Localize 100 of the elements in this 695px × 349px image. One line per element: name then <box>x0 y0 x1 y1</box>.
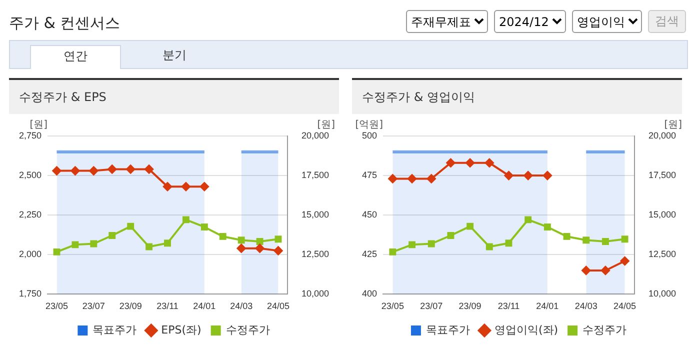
point <box>144 164 154 174</box>
x-tick-label: 23/05 <box>381 301 404 312</box>
y2-tick-label: 15,000 <box>648 210 676 220</box>
legend-label: 수정주가 <box>226 323 270 336</box>
y-tick-label: 400 <box>362 288 378 299</box>
point <box>524 171 533 180</box>
point <box>388 174 398 184</box>
y2-axis-title: [원] <box>317 120 336 131</box>
legend-label: 수정주가 <box>582 323 627 336</box>
point <box>89 166 98 176</box>
text: 연간 <box>30 45 121 69</box>
point <box>408 241 416 248</box>
x-tick-label: 23/11 <box>156 301 178 312</box>
point <box>181 182 190 192</box>
x-tick-label: 24/01 <box>193 301 216 312</box>
point <box>426 174 436 184</box>
point <box>126 164 136 174</box>
point <box>428 240 435 248</box>
y-tick-label: 2,250 <box>18 210 42 220</box>
legend-label: 목표주가 <box>92 323 137 336</box>
point <box>486 243 493 250</box>
x-tick-label: 23/11 <box>498 301 520 312</box>
point <box>505 240 512 247</box>
point <box>108 164 117 174</box>
point <box>544 223 551 230</box>
x-tick-label: 24/05 <box>266 301 290 312</box>
point <box>72 241 79 248</box>
y-tick-label: 2,750 <box>18 130 42 140</box>
point <box>200 182 209 192</box>
text: 주가 & 컨센서스 <box>9 14 120 33</box>
x-tick-label: 24/03 <box>230 301 253 312</box>
point <box>582 266 591 275</box>
y-tick-label: 500 <box>362 130 378 140</box>
point <box>70 166 80 176</box>
point <box>563 232 570 240</box>
text: 주재무제표 <box>406 10 488 33</box>
text: 2024/12 <box>494 10 566 33</box>
point <box>163 182 172 192</box>
point <box>408 174 417 184</box>
point <box>53 248 60 256</box>
text: 분기 <box>162 47 188 64</box>
y-axis-title: [억원] <box>355 120 384 131</box>
point <box>582 236 590 244</box>
x-tick-label: 23/09 <box>119 301 142 312</box>
point <box>602 238 609 245</box>
y-tick-label: 1,750 <box>18 288 42 299</box>
x-tick-label: 23/07 <box>420 301 443 312</box>
x-tick-label: 23/05 <box>45 301 68 312</box>
point <box>274 246 283 256</box>
y2-tick-label: 10,000 <box>648 288 676 299</box>
y2-tick-label: 15,000 <box>301 210 330 220</box>
text: 영업이익 <box>572 10 642 33</box>
y2-tick-label: 10,000 <box>301 288 330 299</box>
legend-label: 목표주가 <box>426 323 470 336</box>
x-tick-label: 23/07 <box>82 301 105 312</box>
point <box>238 236 245 244</box>
y-tick-label: 475 <box>362 170 378 180</box>
y2-tick-label: 17,500 <box>648 170 676 180</box>
point <box>542 171 552 180</box>
point <box>621 236 628 243</box>
legend-label: 영업이익(좌) <box>494 323 558 336</box>
point <box>182 216 190 224</box>
point <box>256 238 264 245</box>
y-tick-label: 450 <box>362 210 378 220</box>
chart-title: 수정주가 & EPS <box>9 80 339 114</box>
point <box>620 256 630 266</box>
y2-tick-label: 20,000 <box>301 130 330 140</box>
point <box>108 232 116 239</box>
y-tick-label: 425 <box>362 249 378 260</box>
x-tick-label: 24/01 <box>536 301 559 312</box>
y2-tick-label: 12,500 <box>648 249 676 260</box>
point <box>447 232 454 239</box>
point <box>52 166 62 176</box>
y-axis-title: [원] <box>30 120 48 131</box>
point <box>600 266 610 275</box>
point <box>90 240 98 248</box>
point <box>484 158 494 168</box>
point <box>255 244 264 253</box>
point <box>466 158 475 168</box>
point <box>146 243 153 250</box>
point <box>127 222 134 230</box>
y2-axis-title: [원] <box>664 120 682 131</box>
text: 검색 <box>648 10 686 33</box>
point <box>446 158 456 168</box>
point <box>466 222 474 230</box>
y2-tick-label: 20,000 <box>648 130 676 140</box>
x-tick-label: 24/03 <box>574 301 598 312</box>
chart-title: 수정주가 & 영업이익 <box>352 80 682 114</box>
y-tick-label: 2,500 <box>18 170 42 180</box>
point <box>164 240 171 247</box>
y2-tick-label: 17,500 <box>301 170 330 180</box>
x-tick-label: 23/09 <box>458 301 482 312</box>
point <box>200 223 208 230</box>
point <box>504 171 514 180</box>
x-tick-label: 24/05 <box>614 301 636 312</box>
legend-label: EPS(좌) <box>161 323 202 336</box>
point <box>524 216 532 224</box>
point <box>219 232 226 240</box>
point <box>389 248 396 256</box>
y-tick-label: 2,000 <box>18 249 42 260</box>
